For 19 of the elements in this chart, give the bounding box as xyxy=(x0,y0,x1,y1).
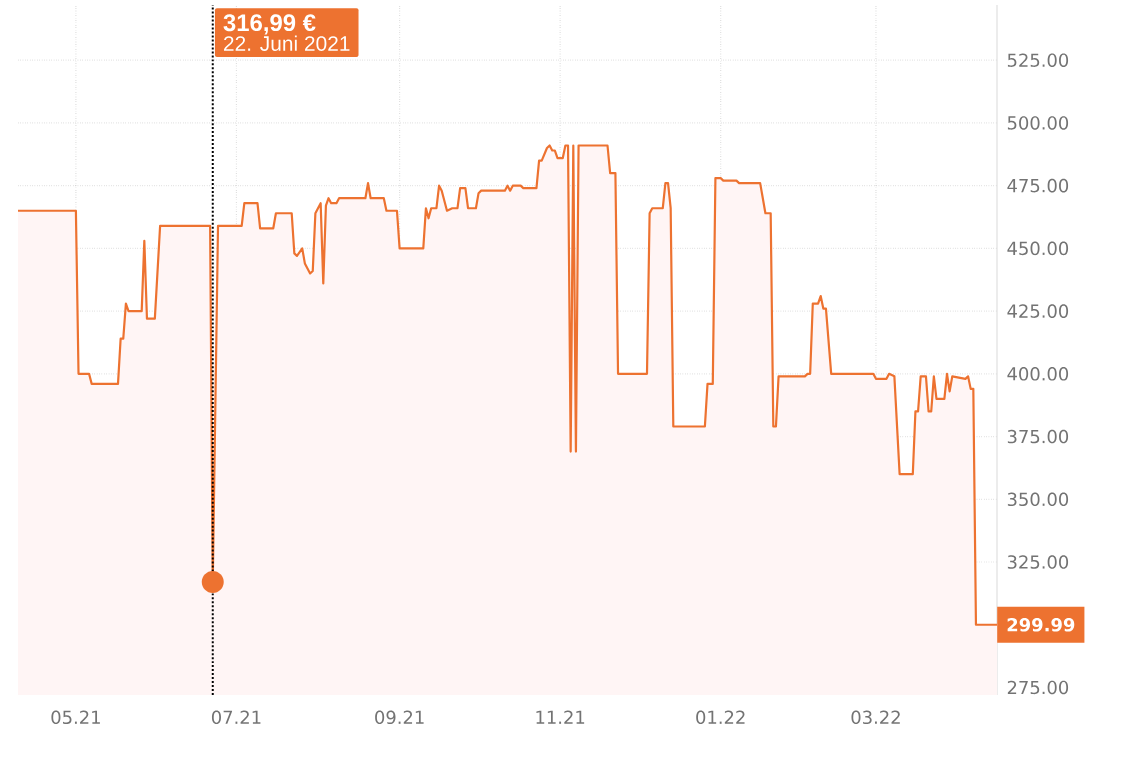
y-tick-label: 425.00 xyxy=(1007,304,1069,318)
y-tick-label: 375.00 xyxy=(1007,429,1069,444)
y-tick-label: 450.00 xyxy=(1007,241,1069,256)
annotation: 316,99 € xyxy=(223,14,316,35)
y-tick-label: 500.00 xyxy=(1007,116,1069,130)
y-tick-label: 475.00 xyxy=(1007,178,1069,193)
y-tick-label: 275.00 xyxy=(1007,680,1069,695)
y-tick-label: 325.00 xyxy=(1007,555,1069,569)
x-tick-label: 05.21 xyxy=(51,710,100,725)
x-tick-label: 03.22 xyxy=(851,710,900,725)
x-tick-label: 01.22 xyxy=(696,710,745,725)
x-tick-label: 11.21 xyxy=(536,710,585,724)
y-tick-label: 400.00 xyxy=(1007,367,1069,381)
x-tick-label: 07.21 xyxy=(211,710,261,725)
y-tick-label: 350.00 xyxy=(1007,492,1069,507)
y-tick-label: 525.00 xyxy=(1007,53,1069,67)
annotation: 299.99 xyxy=(1007,617,1075,632)
x-tick-label: 09.21 xyxy=(375,710,424,725)
annotation: 22. Juni 2021 xyxy=(224,35,350,51)
